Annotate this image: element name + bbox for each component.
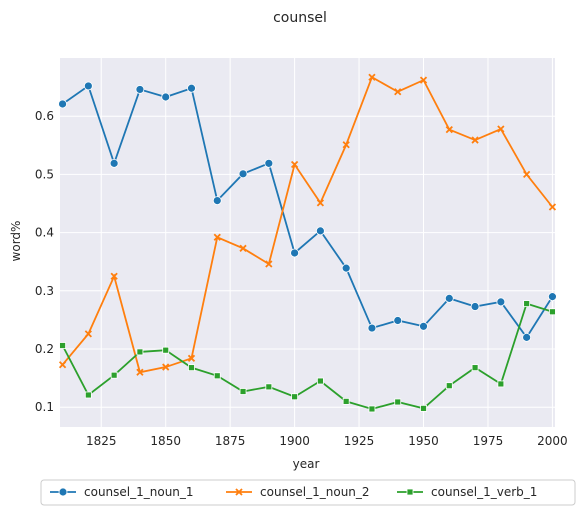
- legend-entry: counsel_1_verb_1: [397, 485, 537, 499]
- data-point: [162, 346, 170, 354]
- data-point: [188, 364, 195, 372]
- data-point: [420, 404, 427, 412]
- data-point: [109, 158, 119, 168]
- data-point: [83, 81, 93, 91]
- data-point: [316, 377, 324, 385]
- x-tick-label: 1850: [150, 434, 181, 448]
- data-point: [290, 248, 300, 258]
- data-point: [291, 393, 299, 401]
- data-point: [368, 405, 376, 413]
- data-point: [136, 348, 144, 356]
- data-point: [393, 316, 403, 325]
- series-line: [61, 302, 553, 410]
- data-point: [239, 244, 247, 252]
- data-point: [162, 363, 170, 371]
- data-point: [213, 372, 221, 380]
- data-point: [419, 321, 428, 331]
- legend-entry: counsel_1_noun_2: [226, 485, 370, 499]
- data-point: [367, 323, 377, 333]
- data-point: [315, 226, 325, 236]
- data-point: [497, 125, 505, 133]
- data-point: [58, 99, 67, 109]
- data-point: [342, 141, 350, 149]
- legend-box: [40, 479, 576, 506]
- data-point: [523, 170, 531, 179]
- legend-marker: [235, 488, 243, 496]
- data-point: [445, 125, 453, 134]
- data-point: [341, 263, 351, 273]
- data-point: [59, 342, 66, 349]
- data-point: [445, 382, 453, 390]
- data-point: [187, 354, 196, 362]
- data-point: [471, 364, 479, 372]
- data-point: [342, 397, 350, 405]
- legend-marker: [58, 487, 68, 497]
- legend-label: counsel_1_noun_1: [84, 485, 194, 499]
- data-point: [212, 196, 222, 205]
- data-point: [264, 158, 274, 168]
- data-point: [213, 233, 221, 241]
- data-point: [58, 361, 67, 369]
- y-tick-label: 0.3: [35, 284, 54, 298]
- legend-entry: counsel_1_noun_1: [50, 485, 194, 499]
- data-point: [522, 332, 532, 342]
- data-point: [523, 300, 531, 308]
- data-point: [496, 297, 506, 307]
- x-tick-label: 1900: [279, 434, 310, 448]
- data-point: [238, 169, 248, 179]
- data-point: [239, 388, 247, 395]
- y-tick-label: 0.6: [35, 109, 54, 123]
- x-tick-label: 1975: [473, 434, 504, 448]
- data-point: [135, 85, 145, 94]
- data-point: [110, 272, 118, 280]
- data-point: [548, 203, 557, 211]
- data-point: [419, 76, 428, 84]
- data-point: [470, 302, 480, 311]
- data-point: [84, 330, 92, 338]
- data-point: [84, 391, 92, 399]
- data-point: [161, 92, 171, 102]
- data-point: [187, 83, 196, 93]
- data-point: [497, 380, 505, 388]
- data-point: [110, 371, 118, 379]
- data-point: [316, 199, 325, 207]
- y-axis-label: word%: [9, 221, 23, 262]
- plot-area: 1825 1850 1875 1900 1925 1950 1975 2000 0.1 0.2 0.…: [35, 58, 568, 448]
- legend-label: counsel_1_noun_2: [260, 485, 370, 499]
- data-point: [368, 73, 376, 81]
- y-tick-label: 0.5: [35, 167, 54, 181]
- data-point: [265, 260, 273, 268]
- legend: counsel_1_noun_1 counsel_1_noun_2 counsel_…: [40, 479, 576, 506]
- legend-label: counsel_1_verb_1: [431, 485, 537, 499]
- x-tick-label: 2000: [537, 434, 568, 448]
- x-axis-label: year: [293, 457, 320, 471]
- series-counsel_1_noun_1: [58, 81, 557, 342]
- data-point: [394, 398, 402, 406]
- legend-marker: [406, 488, 414, 496]
- y-tick-label: 0.4: [35, 226, 54, 240]
- x-tick-label: 1825: [86, 434, 117, 448]
- data-point: [471, 136, 479, 144]
- data-point: [265, 383, 273, 391]
- x-tick-label: 1875: [215, 434, 246, 448]
- data-point: [136, 368, 144, 376]
- series-line: [61, 75, 554, 374]
- series-counsel_1_noun_2: [58, 73, 557, 376]
- data-point: [548, 292, 557, 302]
- y-tick-label: 0.1: [35, 400, 54, 414]
- data-point: [290, 160, 299, 169]
- series-counsel_1_verb_1: [59, 300, 556, 413]
- data-point: [394, 88, 402, 96]
- data-point: [549, 308, 556, 316]
- x-tick-label: 1950: [408, 434, 439, 448]
- x-tick-label: 1925: [344, 434, 375, 448]
- y-tick-label: 0.2: [35, 342, 54, 356]
- chart-title: counsel: [273, 10, 327, 26]
- series-line: [62, 84, 554, 339]
- data-point: [444, 293, 454, 303]
